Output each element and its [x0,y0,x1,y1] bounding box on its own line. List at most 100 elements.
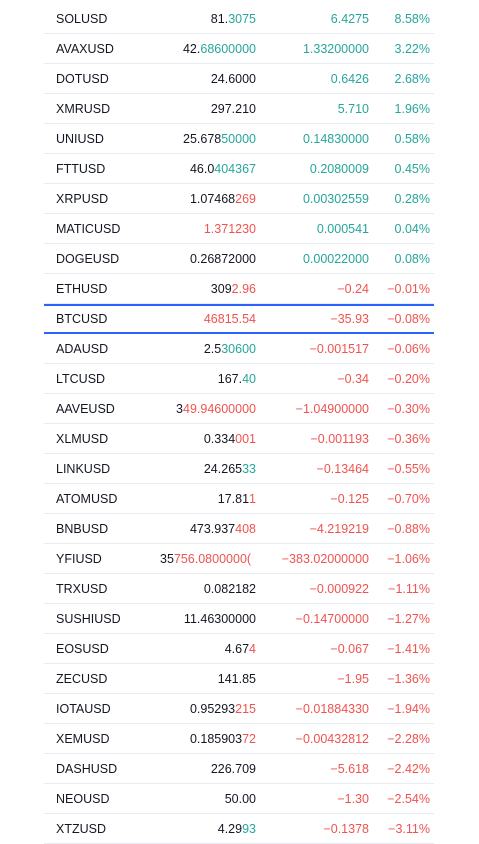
symbol-label: XRPUSD [56,191,109,206]
symbol-label: SOLUSD [56,11,108,26]
symbol-label: AVAXUSD [56,41,114,56]
last-price: 11.46300000 [184,604,256,633]
change-value: −0.000922 [309,581,369,596]
change-percent: −1.11% [388,581,430,596]
watchlist-row-bnbusd[interactable]: BNBUSD 473.937 408 −4.219219 −0.88% [44,514,434,544]
last-price-highlight: 215 [235,701,256,716]
watchlist-row-xmrusd[interactable]: XMRUSD 297.210 5.710 1.96% [44,94,434,124]
symbol-label: XLMUSD [56,431,109,446]
last-price: 24.265 33 [204,454,256,483]
watchlist-row-xrpusd[interactable]: XRPUSD 1.07468 269 0.00302559 0.28% [44,184,434,214]
change-value: 0.2080009 [309,161,369,176]
change-percent: −0.70% [387,491,430,506]
symbol-label: BTCUSD [56,312,108,326]
change-percent: −0.36% [387,431,430,446]
change-percent: −0.20% [387,371,430,386]
last-price: 309 2.96 [211,274,256,303]
last-price: 0.334 001 [204,424,256,453]
change-value: 0.000541 [316,221,369,236]
change-value: −0.34 [337,371,369,386]
symbol-label: DOTUSD [56,71,109,86]
change-value: −1.04900000 [295,401,369,416]
change-value: −0.001517 [309,341,369,356]
symbol-label: LINKUSD [56,461,111,476]
last-price: 50.00 [225,784,256,813]
change-value: 0.00302559 [302,191,369,206]
watchlist-row-dogeusd[interactable]: DOGEUSD 0.26872000 0.00022000 0.08% [44,244,434,274]
symbol-label: ADAUSD [56,341,109,356]
symbol-label: MATICUSD [56,221,121,236]
watchlist-row-atomusd[interactable]: ATOMUSD 17.81 1 −0.125 −0.70% [44,484,434,514]
watchlist-row-ethusd[interactable]: ETHUSD 309 2.96 −0.24 −0.01% [44,274,434,304]
symbol-label: AAVEUSD [56,401,115,416]
watchlist-row-xlmusd[interactable]: XLMUSD 0.334 001 −0.001193 −0.36% [44,424,434,454]
watchlist-row-eosusd[interactable]: EOSUSD 4.67 4 −0.067 −1.41% [44,634,434,664]
last-price-highlight: 40 [242,371,256,386]
watchlist-row-dashusd[interactable]: DASHUSD 226.709 −5.618 −2.42% [44,754,434,784]
last-price-base: 50.00 [224,791,256,806]
watchlist-row-ltcusd[interactable]: LTCUSD 167. 40 −0.34 −0.20% [44,364,434,394]
change-percent: −1.36% [387,671,430,686]
last-price-base: 17.81 [217,491,250,506]
change-percent: −0.55% [387,461,430,476]
last-price-base: 24.265 [203,461,243,476]
symbol-label: ETHUSD [56,281,108,296]
last-price-base: 46.0 [189,161,215,176]
last-price-base: 42. [182,41,201,56]
change-value: −1.30 [337,791,369,806]
change-percent: 0.58% [394,131,430,146]
watchlist-row-iotausd[interactable]: IOTAUSD 0.95293 215 −0.01884330 −1.94% [44,694,434,724]
last-price: 0.95293 215 [190,694,256,723]
last-price: 81. 3075 [211,4,256,33]
watchlist-row-linkusd[interactable]: LINKUSD 24.265 33 −0.13464 −0.55% [44,454,434,484]
watchlist-row-zecusd[interactable]: ZECUSD 141.85 −1.95 −1.36% [44,664,434,694]
watchlist-row-xemusd[interactable]: XEMUSD 0.185903 72 −0.00432812 −2.28% [44,724,434,754]
change-value: 0.00022000 [302,251,369,266]
watchlist-row-trxusd[interactable]: TRXUSD 0.082182 −0.000922 −1.11% [44,574,434,604]
last-price: 0.26872000 [190,244,256,273]
last-price-base: 4.29 [217,821,243,836]
watchlist-row-xtzusd[interactable]: XTZUSD 4.29 93 −0.1378 −3.11% [44,814,434,844]
last-price: 2.5 30600 [204,334,256,363]
symbol-label: XEMUSD [56,731,110,746]
watchlist-row-fttusd[interactable]: FTTUSD 46.0 404367 0.2080009 0.45% [44,154,434,184]
last-price-highlight: 001 [235,431,256,446]
change-percent: 0.04% [394,221,430,236]
last-price-highlight: 68600000 [200,41,256,56]
last-price-base: 0.26872000 [189,251,256,266]
last-price-highlight: 33 [242,461,256,476]
last-price-base: 0.082182 [203,581,256,596]
symbol-label: UNIUSD [56,131,104,146]
watchlist-row-aaveusd[interactable]: AAVEUSD 3 49.94600000 −1.04900000 −0.30% [44,394,434,424]
last-price-base: 81. [210,11,229,26]
last-price-base: 11.46300000 [183,611,256,626]
watchlist-row-yfiusd[interactable]: YFIUSD 35 756.0800000(−383.02000000 −1.06% [44,544,434,574]
watchlist-row-avaxusd[interactable]: AVAXUSD 42. 68600000 1.33200000 3.22% [44,34,434,64]
change-percent: −0.01% [387,281,430,296]
last-price-highlight: 50000 [221,131,256,146]
symbol-label: XTZUSD [56,821,106,836]
change-percent: 0.45% [394,161,430,176]
last-price-base: 24.6000 [210,71,256,86]
watchlist-row-sushiusd[interactable]: SUSHIUSD 11.46300000 −0.14700000 −1.27% [44,604,434,634]
watchlist-row-maticusd[interactable]: MATICUSD 1.371230 0.000541 0.04% [44,214,434,244]
last-price-highlight: 46815.54 [203,312,256,326]
watchlist: SOLUSD 81. 3075 6.4275 8.58% AVAXUSD 42. 686000… [44,4,434,844]
last-price-base: 4.67 [224,641,250,656]
watchlist-row-btcusd[interactable]: BTCUSD 46815.54 −35.93 −0.08% [44,304,434,334]
watchlist-row-solusd[interactable]: SOLUSD 81. 3075 6.4275 8.58% [44,4,434,34]
watchlist-row-dotusd[interactable]: DOTUSD 24.6000 0.6426 2.68% [44,64,434,94]
last-price-highlight: 1 [249,491,256,506]
watchlist-row-neousd[interactable]: NEOUSD 50.00 −1.30 −2.54% [44,784,434,814]
watchlist-row-adausd[interactable]: ADAUSD 2.5 30600 −0.001517 −0.06% [44,334,434,364]
last-price-highlight: 3075 [228,11,256,26]
change-percent: −0.88% [387,521,430,536]
watchlist-row-uniusd[interactable]: UNIUSD 25.678 50000 0.14830000 0.58% [44,124,434,154]
last-price-base: 1.07468 [189,191,236,206]
last-price-highlight: 2.96 [231,281,256,296]
last-price: 0.185903 72 [190,724,256,753]
last-price-highlight: 30600 [221,341,256,356]
change-value: −0.1378 [323,821,369,836]
symbol-label: YFIUSD [56,551,102,566]
last-price: 46.0 404367 [190,154,256,183]
